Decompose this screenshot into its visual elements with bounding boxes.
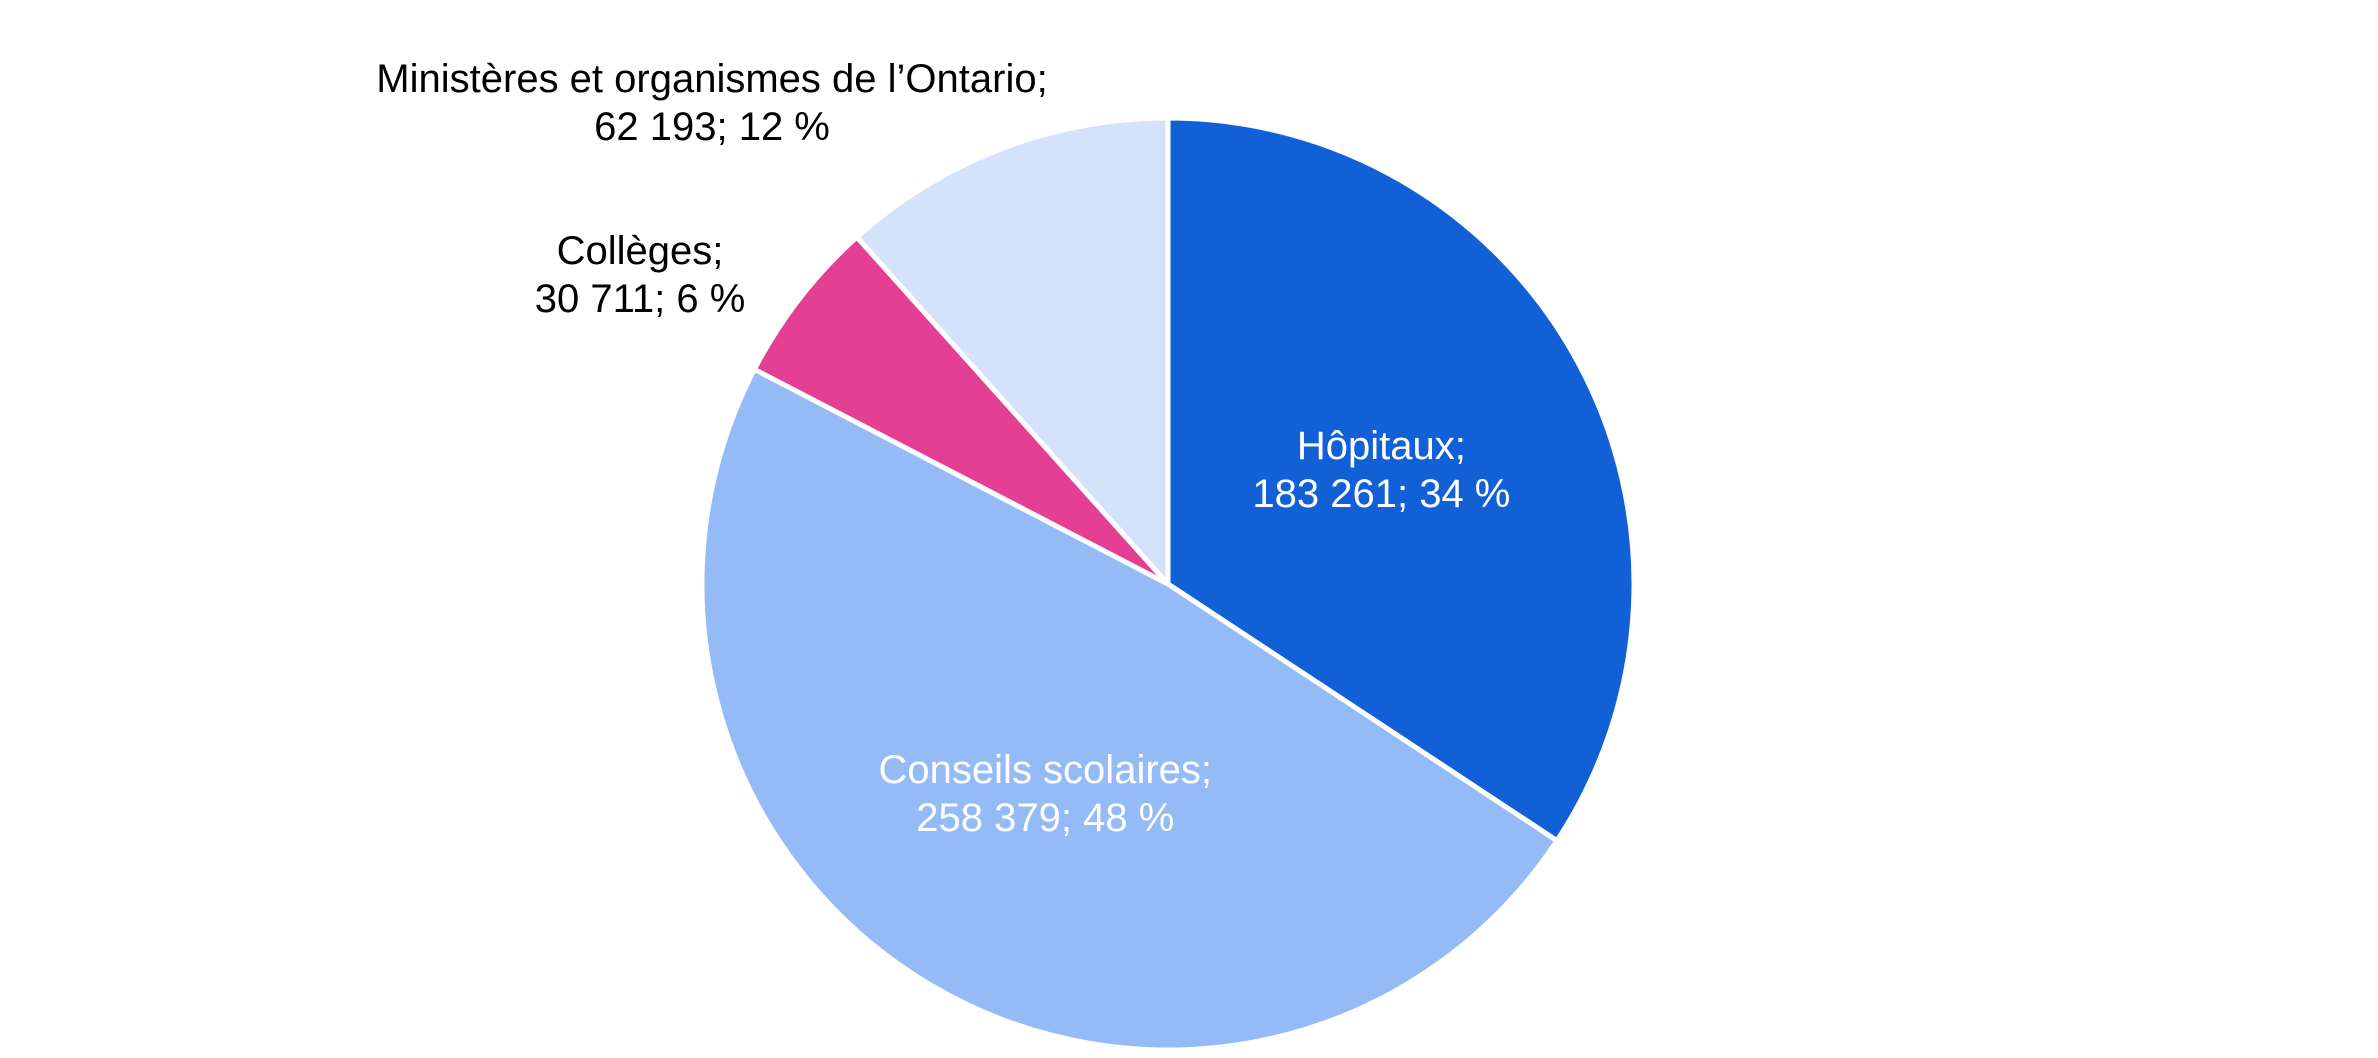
- pie-slice-2: [751, 234, 1171, 587]
- slice-label-3: Ministères et organismes de l’Ontario; 62…: [376, 57, 1047, 149]
- slice-label-2: Collèges; 30 711; 6 %: [535, 229, 746, 321]
- slice-label-value: 258 379; 48 %: [916, 796, 1174, 840]
- slice-label-name: Collèges;: [557, 229, 724, 273]
- slice-label-value: 62 193; 12 %: [594, 105, 830, 149]
- slice-label-0: Hôpitaux; 183 261; 34 %: [1252, 424, 1510, 516]
- slice-label-value: 30 711; 6 %: [535, 277, 746, 321]
- slice-label-1: Conseils scolaires; 258 379; 48 %: [879, 748, 1212, 840]
- slice-label-name: Hôpitaux;: [1297, 424, 1466, 468]
- slice-label-name: Conseils scolaires;: [879, 748, 1212, 792]
- pie-slice-3: [854, 115, 1171, 587]
- slice-label-value: 183 261; 34 %: [1252, 472, 1510, 516]
- pie-slice-1: [699, 366, 1560, 1053]
- labels-layer: Hôpitaux; 183 261; 34 % Conseils scolaires…: [376, 57, 1510, 840]
- slices-layer: [699, 115, 1637, 1053]
- slice-label-name: Ministères et organismes de l’Ontario;: [376, 57, 1047, 101]
